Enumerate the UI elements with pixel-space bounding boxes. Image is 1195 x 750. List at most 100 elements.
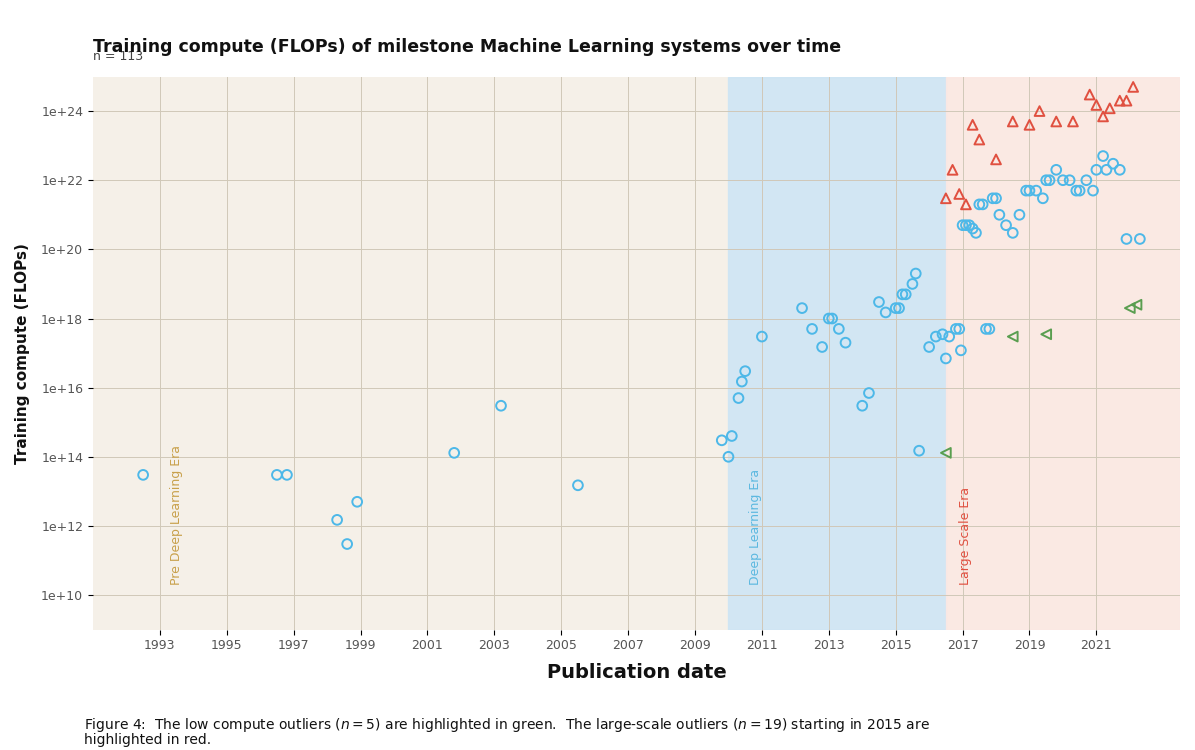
Text: Figure 4:  The low compute outliers ($n = 5$) are highlighted in green.  The lar: Figure 4: The low compute outliers ($n =… bbox=[84, 716, 930, 734]
Point bbox=[980, 323, 999, 335]
Point bbox=[1123, 81, 1142, 93]
Point bbox=[1080, 88, 1099, 101]
Point bbox=[1004, 116, 1023, 128]
Point bbox=[729, 392, 748, 404]
Point bbox=[733, 376, 752, 388]
Point bbox=[277, 469, 296, 481]
Point bbox=[1120, 302, 1139, 314]
Point bbox=[876, 307, 895, 319]
Point bbox=[1019, 118, 1038, 130]
Point bbox=[712, 434, 731, 446]
Point bbox=[946, 323, 966, 335]
Point bbox=[1064, 116, 1083, 128]
Point bbox=[1036, 174, 1055, 186]
Point bbox=[853, 400, 872, 412]
Point bbox=[956, 199, 975, 211]
Point bbox=[348, 496, 367, 508]
Point bbox=[1027, 184, 1046, 196]
Point bbox=[887, 302, 906, 314]
Point bbox=[920, 341, 939, 353]
Point bbox=[926, 331, 945, 343]
Point bbox=[997, 219, 1016, 231]
Point bbox=[950, 323, 969, 335]
Point bbox=[338, 538, 357, 550]
Point bbox=[1040, 174, 1059, 186]
Point bbox=[937, 447, 956, 459]
Point bbox=[937, 352, 956, 364]
Point bbox=[963, 223, 982, 235]
Point bbox=[1036, 328, 1055, 340]
Point bbox=[1084, 184, 1103, 196]
Point bbox=[569, 479, 588, 491]
Point bbox=[1047, 164, 1066, 176]
Point bbox=[1019, 184, 1038, 196]
Point bbox=[803, 323, 822, 335]
Point bbox=[1093, 150, 1113, 162]
Point bbox=[967, 226, 986, 238]
Point bbox=[950, 188, 969, 200]
Point bbox=[896, 288, 915, 300]
Text: Training compute (FLOPs) of milestone Machine Learning systems over time: Training compute (FLOPs) of milestone Ma… bbox=[93, 38, 841, 56]
Point bbox=[1010, 209, 1029, 220]
Point bbox=[943, 164, 962, 176]
Text: highlighted in red.: highlighted in red. bbox=[84, 733, 210, 747]
Point bbox=[491, 400, 510, 412]
Bar bbox=[729, 76, 946, 630]
Point bbox=[963, 118, 982, 130]
Point bbox=[1070, 184, 1089, 196]
Point bbox=[970, 199, 989, 211]
Point bbox=[1004, 331, 1023, 343]
Point bbox=[445, 447, 464, 459]
Point bbox=[951, 344, 970, 356]
Point bbox=[792, 302, 811, 314]
Point bbox=[813, 341, 832, 353]
Point bbox=[1093, 110, 1113, 122]
Point bbox=[956, 219, 975, 231]
Point bbox=[1101, 102, 1120, 114]
Point bbox=[1067, 184, 1086, 196]
Bar bbox=[946, 76, 1179, 630]
Text: n = 113: n = 113 bbox=[93, 50, 143, 63]
Point bbox=[1130, 233, 1150, 245]
Point bbox=[753, 331, 772, 343]
Text: Large Scale Era: Large Scale Era bbox=[960, 487, 973, 585]
Point bbox=[1017, 184, 1036, 196]
Point bbox=[820, 313, 839, 325]
Point bbox=[836, 337, 856, 349]
Point bbox=[1117, 233, 1136, 245]
Point bbox=[1047, 116, 1066, 128]
Point bbox=[954, 219, 973, 231]
Point bbox=[1110, 164, 1129, 176]
Point bbox=[1060, 174, 1079, 186]
Point bbox=[327, 514, 347, 526]
Point bbox=[987, 154, 1006, 166]
X-axis label: Publication date: Publication date bbox=[546, 664, 727, 682]
Point bbox=[976, 323, 995, 335]
Point bbox=[987, 192, 1006, 204]
Bar bbox=[93, 76, 729, 630]
Point bbox=[1086, 164, 1105, 176]
Point bbox=[893, 288, 912, 300]
Point bbox=[1077, 174, 1096, 186]
Point bbox=[1127, 298, 1146, 310]
Point bbox=[1097, 164, 1116, 176]
Point bbox=[889, 302, 908, 314]
Point bbox=[960, 219, 979, 231]
Point bbox=[989, 209, 1009, 220]
Point bbox=[1110, 94, 1129, 106]
Point bbox=[903, 278, 923, 290]
Point bbox=[983, 192, 1003, 204]
Y-axis label: Training compute (FLOPs): Training compute (FLOPs) bbox=[16, 243, 30, 464]
Point bbox=[970, 134, 989, 146]
Point bbox=[1053, 174, 1072, 186]
Point bbox=[722, 430, 741, 442]
Point bbox=[1030, 105, 1049, 117]
Point bbox=[939, 331, 958, 343]
Point bbox=[1117, 94, 1136, 106]
Point bbox=[736, 365, 755, 377]
Point bbox=[906, 268, 925, 280]
Point bbox=[1034, 192, 1053, 204]
Point bbox=[870, 296, 889, 308]
Text: Deep Learning Era: Deep Learning Era bbox=[749, 469, 761, 585]
Point bbox=[1086, 99, 1105, 111]
